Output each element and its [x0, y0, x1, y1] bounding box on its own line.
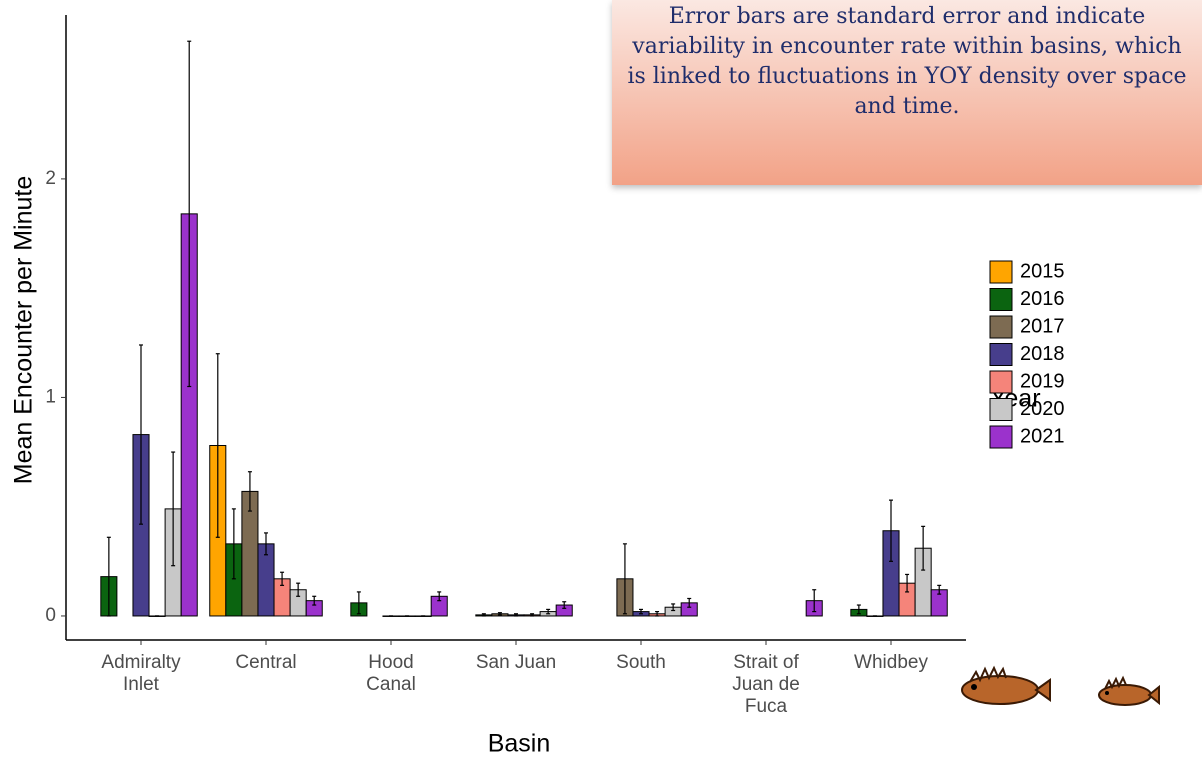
- fish-left: [962, 668, 1050, 704]
- x-tick-label: Strait of Juan de Fuca: [723, 652, 809, 718]
- annotation: Error bars are standard error and indica…: [612, 0, 1202, 185]
- x-tick-label: Central: [223, 652, 309, 674]
- x-tick-label: Hood Canal: [348, 652, 434, 696]
- legend-label: 2020: [1020, 398, 1065, 420]
- legend-label: 2018: [1020, 343, 1065, 365]
- y-axis-title: Mean Encounter per Minute: [10, 176, 38, 485]
- legend-label: 2019: [1020, 370, 1065, 392]
- legend-key: [990, 371, 1012, 393]
- legend-label: 2016: [1020, 288, 1065, 310]
- legend-key: [990, 426, 1012, 448]
- legend-key: [990, 289, 1012, 311]
- x-tick-label: Whidbey: [848, 652, 934, 674]
- y-tick-label: 0: [45, 605, 56, 626]
- x-axis-title: Basin: [488, 730, 551, 758]
- legend-label: 2015: [1020, 260, 1065, 282]
- fish-right: [1099, 678, 1159, 705]
- y-tick-label: 1: [45, 386, 56, 407]
- x-tick-label: San Juan: [473, 652, 559, 674]
- legend-key: [990, 261, 1012, 283]
- page: Mean Encounter per Minute Basin Year 012…: [0, 0, 1202, 760]
- legend-label: 2021: [1020, 425, 1065, 447]
- legend-label: 2017: [1020, 315, 1065, 337]
- y-tick-label: 2: [45, 168, 56, 189]
- x-tick-label: Admiralty Inlet: [98, 652, 184, 696]
- legend-key: [990, 344, 1012, 366]
- legend-key: [990, 399, 1012, 421]
- legend-key: [990, 316, 1012, 338]
- x-tick-label: South: [598, 652, 684, 674]
